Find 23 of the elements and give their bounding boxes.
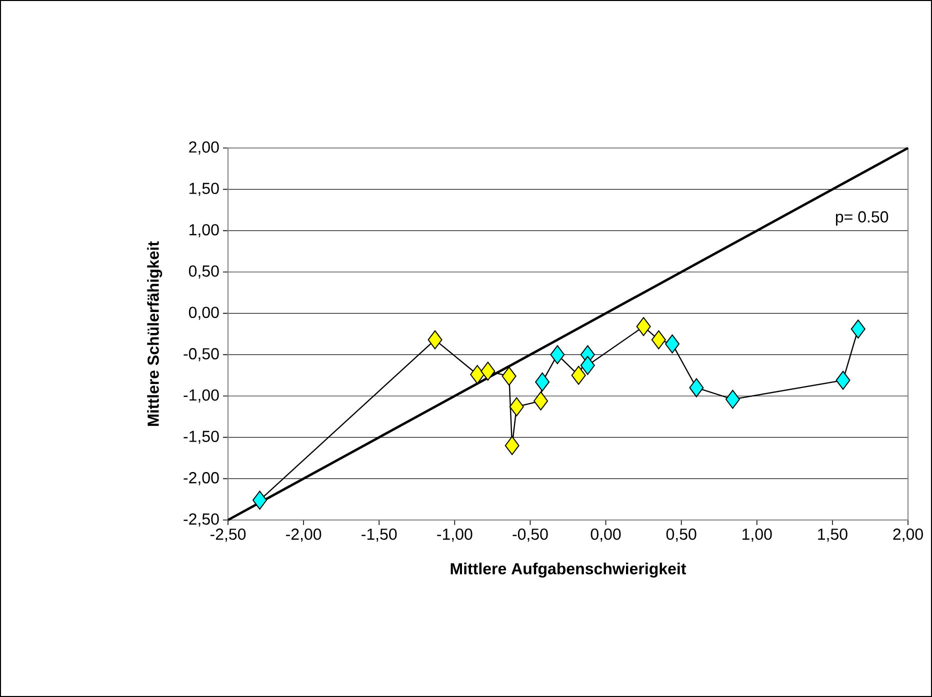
x-tick-label: -2,00	[286, 528, 322, 542]
y-tick-label: 1,00	[190, 224, 219, 238]
y-tick-label: -0,50	[184, 348, 219, 362]
y-tick-label: -1,00	[184, 389, 219, 403]
x-tick-label: -1,50	[362, 528, 397, 542]
x-axis-title: Mittlere Aufgabenschwierigkeit	[450, 562, 686, 578]
y-axis-title: Mittlere Schülerfähigkeit	[147, 241, 162, 426]
y-tick-label: -1,50	[184, 430, 219, 444]
y-tick-label: -2,00	[184, 472, 219, 486]
x-tick-label: 0,00	[590, 528, 621, 542]
x-tick-label: 1,00	[742, 528, 772, 542]
y-tick-label: 0,00	[188, 306, 219, 320]
x-tick-label: 2,00	[893, 528, 923, 542]
y-tick-label: -2,50	[184, 513, 219, 527]
series-label: p= 0.50	[836, 211, 888, 226]
y-tick-label: 1,50	[190, 182, 219, 196]
x-tick-label: -1,00	[437, 528, 472, 542]
y-tick-label: 2,00	[189, 141, 219, 155]
x-tick-label: 1,50	[818, 528, 848, 542]
y-tick-label: 0,50	[188, 265, 219, 279]
x-tick-label: 0,50	[666, 528, 696, 542]
x-tick-label: -0,50	[512, 528, 548, 542]
x-tick-label: -2,50	[210, 528, 246, 542]
